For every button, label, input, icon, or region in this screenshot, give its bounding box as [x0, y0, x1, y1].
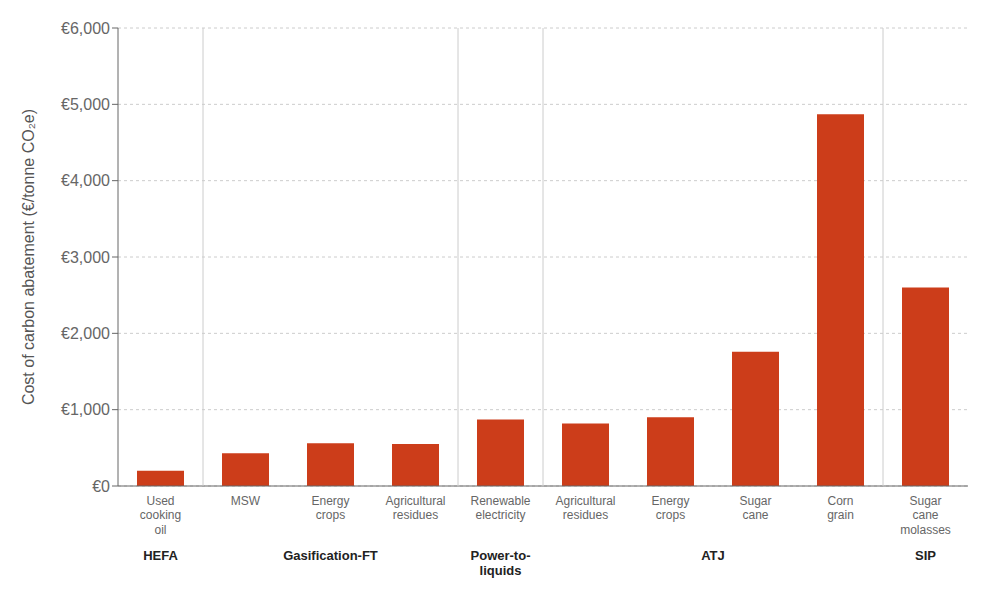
svg-text:SIP: SIP — [915, 548, 936, 563]
svg-text:€5,000: €5,000 — [61, 96, 110, 113]
svg-text:MSW: MSW — [231, 494, 261, 508]
svg-text:€4,000: €4,000 — [61, 172, 110, 189]
svg-text:ATJ: ATJ — [701, 548, 725, 563]
svg-text:Sugarcanemolasses: Sugarcanemolasses — [900, 494, 951, 537]
svg-text:Energycrops: Energycrops — [311, 494, 349, 522]
svg-text:€6,000: €6,000 — [61, 20, 110, 37]
svg-text:Renewableelectricity: Renewableelectricity — [470, 494, 530, 522]
svg-text:€1,000: €1,000 — [61, 401, 110, 418]
svg-text:€2,000: €2,000 — [61, 325, 110, 342]
svg-text:Usedcookingoil: Usedcookingoil — [140, 494, 181, 537]
svg-text:HEFA: HEFA — [143, 548, 178, 563]
svg-text:Sugarcane: Sugarcane — [739, 494, 771, 522]
svg-text:Agriculturalresidues: Agriculturalresidues — [385, 494, 445, 522]
svg-text:Energycrops: Energycrops — [651, 494, 689, 522]
svg-text:Agriculturalresidues: Agriculturalresidues — [555, 494, 615, 522]
svg-text:Corngrain: Corngrain — [827, 494, 854, 522]
svg-text:Power-to-liquids: Power-to-liquids — [471, 548, 531, 579]
svg-text:Cost of carbon abatement (€/to: Cost of carbon abatement (€/tonne CO₂e) — [20, 109, 37, 405]
svg-text:Gasification-FT: Gasification-FT — [283, 548, 378, 563]
svg-text:€0: €0 — [92, 478, 110, 495]
svg-text:€3,000: €3,000 — [61, 249, 110, 266]
